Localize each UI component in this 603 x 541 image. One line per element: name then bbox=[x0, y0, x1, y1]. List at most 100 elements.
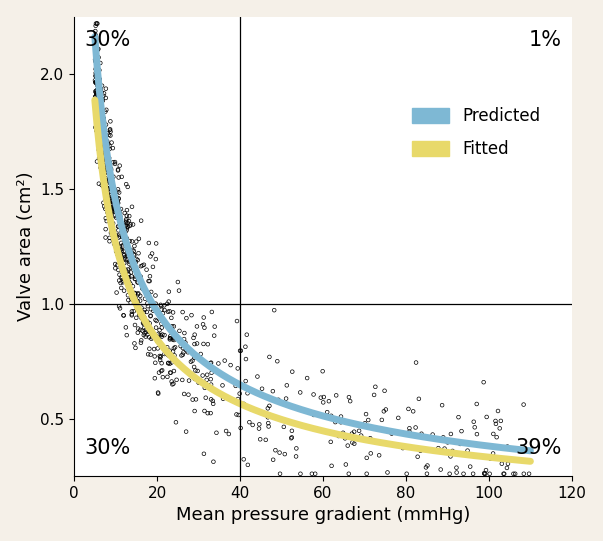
Point bbox=[502, 464, 512, 472]
Point bbox=[116, 215, 125, 224]
Point bbox=[445, 470, 455, 478]
Point bbox=[106, 131, 115, 140]
Point bbox=[189, 334, 198, 342]
Point bbox=[111, 196, 121, 205]
Point bbox=[91, 65, 101, 74]
Point bbox=[93, 105, 103, 114]
Point bbox=[191, 395, 201, 404]
Point bbox=[291, 452, 301, 461]
Point bbox=[123, 252, 133, 260]
Point bbox=[109, 195, 118, 203]
Point bbox=[121, 266, 130, 274]
Point bbox=[93, 90, 103, 99]
Point bbox=[117, 173, 127, 181]
Point bbox=[99, 143, 109, 151]
Point bbox=[180, 338, 190, 347]
Point bbox=[194, 378, 203, 387]
Point bbox=[369, 391, 379, 399]
Point bbox=[109, 192, 118, 201]
Point bbox=[469, 470, 478, 478]
Point bbox=[253, 372, 262, 381]
Point bbox=[405, 427, 414, 436]
Point bbox=[91, 57, 101, 66]
Point bbox=[403, 405, 413, 413]
Point bbox=[141, 325, 151, 334]
Point bbox=[188, 357, 197, 365]
Point bbox=[95, 118, 104, 127]
Point bbox=[140, 294, 150, 303]
Point bbox=[93, 118, 103, 127]
Point bbox=[150, 345, 159, 353]
Point bbox=[93, 53, 103, 62]
Point bbox=[287, 433, 297, 441]
Point bbox=[168, 347, 178, 356]
Point bbox=[116, 245, 126, 254]
Point bbox=[130, 289, 140, 298]
Point bbox=[174, 286, 184, 295]
Point bbox=[163, 307, 173, 316]
Point bbox=[93, 122, 103, 130]
Point bbox=[96, 104, 106, 113]
Point bbox=[190, 340, 200, 348]
Point bbox=[107, 211, 116, 220]
Point bbox=[122, 274, 132, 282]
Point bbox=[485, 470, 494, 478]
Point bbox=[286, 434, 296, 443]
Point bbox=[491, 419, 500, 428]
Point bbox=[124, 246, 133, 255]
Point bbox=[101, 166, 111, 174]
Point bbox=[98, 91, 108, 100]
Point bbox=[153, 388, 163, 397]
Point bbox=[338, 428, 348, 437]
Point bbox=[101, 194, 110, 203]
Point bbox=[103, 137, 112, 146]
Point bbox=[101, 202, 111, 210]
Point bbox=[137, 304, 147, 312]
Point bbox=[93, 85, 103, 94]
Point bbox=[398, 444, 408, 452]
Point bbox=[124, 281, 133, 290]
Point bbox=[184, 377, 194, 385]
Point bbox=[191, 366, 200, 375]
Point bbox=[157, 319, 166, 328]
Point bbox=[185, 347, 195, 355]
Point bbox=[463, 446, 472, 455]
Point bbox=[137, 314, 147, 322]
Point bbox=[488, 430, 498, 438]
Point bbox=[113, 222, 123, 230]
Point bbox=[125, 280, 135, 288]
Point bbox=[101, 84, 111, 93]
Point bbox=[90, 30, 100, 39]
Point bbox=[106, 208, 116, 216]
Point bbox=[243, 460, 253, 469]
Point bbox=[443, 438, 452, 447]
Point bbox=[123, 246, 133, 254]
Point bbox=[127, 294, 136, 303]
Point bbox=[362, 453, 371, 462]
Point bbox=[125, 256, 134, 265]
Point bbox=[167, 377, 177, 386]
Point bbox=[145, 325, 155, 333]
Point bbox=[121, 216, 131, 225]
Point bbox=[365, 434, 375, 443]
Point bbox=[139, 283, 148, 292]
Point bbox=[144, 277, 153, 286]
Point bbox=[146, 311, 156, 320]
Point bbox=[115, 232, 125, 241]
Point bbox=[122, 331, 131, 340]
Point bbox=[157, 359, 166, 367]
Point bbox=[109, 158, 118, 167]
Point bbox=[131, 294, 140, 302]
Point bbox=[92, 73, 101, 82]
Point bbox=[519, 400, 528, 409]
Point bbox=[92, 89, 101, 98]
Point bbox=[97, 136, 107, 144]
Point bbox=[172, 375, 182, 384]
Point bbox=[115, 230, 124, 239]
Point bbox=[414, 394, 424, 403]
Point bbox=[104, 175, 114, 184]
Point bbox=[130, 339, 139, 348]
Point bbox=[105, 162, 115, 171]
Point bbox=[115, 270, 124, 279]
Point bbox=[164, 287, 174, 296]
